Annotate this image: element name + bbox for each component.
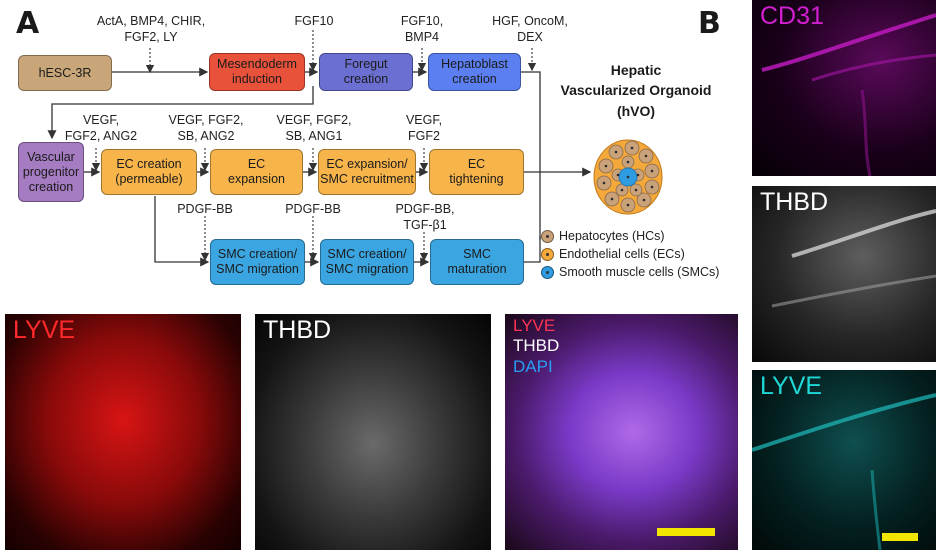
foregut-box: Foregut creation: [319, 53, 413, 91]
title-line-1: Hepatic: [610, 62, 662, 78]
hepatoblast-box: Hepatoblast creation: [428, 53, 521, 91]
factor-label: FGF10: [294, 14, 334, 28]
scale-bar: [882, 533, 918, 541]
cd31-micrograph: CD31: [752, 0, 936, 176]
lyve-label-b: LYVE: [760, 372, 823, 400]
factor-label: VEGF, FGF2, SB, ANG2: [168, 113, 244, 143]
factor-label: PDGF-BB, TGF-β1: [395, 202, 455, 232]
thbd-micrograph: THBD: [255, 314, 491, 550]
smc-maturation-box: SMC maturation: [430, 239, 524, 285]
lyve-label: LYVE: [13, 316, 76, 344]
smc-dot-icon: [541, 265, 554, 279]
panel-label-b: B: [698, 6, 721, 41]
mesendoderm-box: Mesendoderm induction: [209, 53, 305, 91]
title-line-2: Vascularized Organoid: [560, 82, 712, 99]
legend-hepatocytes: Hepatocytes (HCs): [541, 229, 665, 243]
cd31-vessels: [761, 13, 936, 176]
merge-legend: LYVE THBD DAPI: [513, 316, 559, 377]
factor-label: ActA, BMP4, CHIR, FGF2, LY: [96, 14, 206, 44]
hepatocyte-dot-icon: [541, 229, 554, 243]
smc-creation-box-1: SMC creation/ SMC migration: [210, 239, 305, 285]
flow-connectors: [47, 30, 592, 267]
factor-label: VEGF, FGF2, ANG2: [64, 113, 138, 143]
thbd-label-b: THBD: [760, 188, 829, 216]
merge-lyve-label: LYVE: [513, 316, 556, 335]
factor-label: PDGF-BB: [285, 202, 341, 216]
thbd-vessels: [771, 209, 936, 308]
ec-expansion-box: EC expansion: [210, 149, 303, 195]
smc-creation-box-2: SMC creation/ SMC migration: [320, 239, 414, 285]
factor-label: PDGF-BB: [177, 202, 233, 216]
organoid-illustration: [593, 139, 663, 215]
factor-label: HGF, OncoM, DEX: [492, 14, 568, 44]
legend-smooth-muscle: Smooth muscle cells (SMCs): [541, 265, 719, 279]
factor-label: FGF10, BMP4: [400, 14, 444, 44]
organoid-title: Hepatic Vascularized Organoid (hVO): [545, 60, 727, 121]
endothelial-dot-icon: [541, 247, 554, 261]
merge-micrograph: LYVE THBD DAPI: [505, 314, 738, 550]
legend-label: Endothelial cells (ECs): [559, 247, 685, 261]
legend-label: Hepatocytes (HCs): [559, 229, 665, 243]
factor-label: VEGF, FGF2, SB, ANG1: [276, 113, 352, 143]
legend-endothelial: Endothelial cells (ECs): [541, 247, 685, 261]
thbd-micrograph-b: THBD: [752, 186, 936, 362]
hesc-box: hESC-3R: [18, 55, 112, 91]
scale-bar: [657, 528, 715, 536]
vascular-progenitor-box: Vascular progenitor creation: [18, 142, 84, 202]
lyve-micrograph: LYVE: [5, 314, 241, 550]
merge-dapi-label: DAPI: [513, 356, 553, 376]
ec-tightening-box: EC tightening: [429, 149, 524, 195]
legend-label: Smooth muscle cells (SMCs): [559, 265, 720, 279]
ec-creation-box: EC creation (permeable): [101, 149, 197, 195]
merge-thbd-label: THBD: [513, 336, 560, 356]
cd31-label: CD31: [760, 2, 824, 30]
title-line-3: (hVO): [616, 102, 656, 119]
lyve-vessels: [752, 393, 936, 550]
thbd-label: THBD: [263, 316, 332, 344]
ec-smc-recruitment-box: EC expansion/ SMC recruitment: [318, 149, 416, 195]
factor-label: VEGF, FGF2: [405, 113, 443, 143]
panel-label-a: A: [16, 6, 40, 41]
lyve-micrograph-b: LYVE: [752, 370, 936, 550]
